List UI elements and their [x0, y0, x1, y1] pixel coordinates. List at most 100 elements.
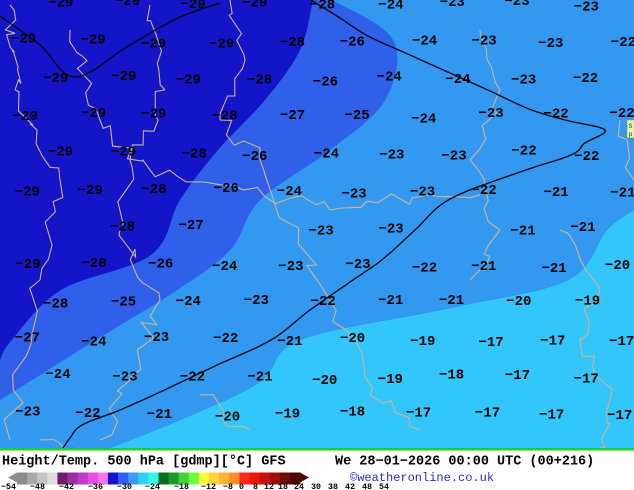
svg-text:−23: −23: [244, 293, 269, 309]
svg-text:−22: −22: [574, 149, 599, 165]
svg-text:−29: −29: [43, 71, 68, 87]
svg-text:−17: −17: [406, 405, 431, 421]
svg-text:−23: −23: [504, 0, 529, 10]
svg-text:−29: −29: [115, 0, 140, 10]
svg-text:−22: −22: [311, 294, 336, 310]
svg-text:−23: −23: [309, 223, 334, 239]
svg-text:−24: −24: [314, 146, 339, 162]
svg-text:−42: −42: [59, 483, 74, 490]
svg-text:−17: −17: [540, 334, 565, 350]
svg-text:−54: −54: [1, 483, 16, 490]
svg-text:−23: −23: [112, 369, 137, 385]
svg-text:−28: −28: [43, 296, 68, 312]
svg-text:−23: −23: [410, 184, 435, 200]
svg-text:−29: −29: [48, 145, 73, 161]
svg-text:−12: −12: [201, 483, 216, 490]
svg-text:30: 30: [311, 483, 321, 490]
svg-text:−17: −17: [479, 335, 504, 351]
svg-text:−29: −29: [78, 183, 103, 199]
svg-text:−24: −24: [145, 483, 160, 490]
svg-text:−24: −24: [412, 34, 437, 50]
svg-text:−20: −20: [340, 331, 365, 347]
svg-text:−18: −18: [340, 405, 365, 421]
svg-text:−22: −22: [213, 331, 238, 347]
svg-text:−21: −21: [471, 259, 496, 275]
svg-text:−20: −20: [605, 258, 630, 274]
svg-text:−24: −24: [176, 294, 201, 310]
svg-text:p: p: [629, 131, 633, 138]
svg-text:−26: −26: [313, 74, 338, 90]
svg-text:−22: −22: [611, 35, 634, 51]
svg-text:−19: −19: [575, 294, 600, 310]
svg-text:−23: −23: [479, 106, 504, 122]
svg-text:−17: −17: [475, 405, 500, 421]
svg-text:−26: −26: [214, 181, 239, 197]
svg-text:−23: −23: [15, 405, 40, 421]
svg-text:−48: −48: [30, 483, 45, 490]
svg-text:−29: −29: [242, 0, 267, 12]
svg-text:−20: −20: [506, 294, 531, 310]
svg-text:−29: −29: [209, 37, 234, 53]
svg-text:−21: −21: [378, 293, 403, 309]
svg-text:−28: −28: [182, 147, 207, 163]
svg-text:−18: −18: [174, 483, 189, 490]
svg-text:−21: −21: [247, 369, 272, 385]
svg-text:−21: −21: [610, 185, 634, 201]
svg-text:S: S: [629, 123, 633, 130]
svg-text:12: 12: [264, 483, 274, 490]
svg-text:−24: −24: [212, 259, 237, 275]
svg-text:We 28−01−2026 00:00 UTC (00+21: We 28−01−2026 00:00 UTC (00+216): [335, 455, 594, 470]
svg-text:−17: −17: [505, 368, 530, 384]
svg-text:−23: −23: [441, 149, 466, 165]
svg-text:−24: −24: [411, 111, 436, 127]
svg-text:−29: −29: [141, 107, 166, 123]
svg-text:−28: −28: [212, 109, 237, 125]
svg-text:−24: −24: [378, 0, 403, 14]
svg-text:−24: −24: [377, 70, 402, 86]
svg-text:−23: −23: [472, 34, 497, 50]
svg-text:−29: −29: [48, 0, 73, 11]
svg-text:−29: −29: [13, 109, 38, 125]
svg-text:−26: −26: [242, 149, 267, 165]
svg-text:−23: −23: [440, 0, 465, 11]
svg-text:−26: −26: [148, 256, 173, 272]
svg-text:−20: −20: [215, 410, 240, 426]
svg-text:38: 38: [328, 483, 338, 490]
svg-text:−29: −29: [111, 144, 136, 160]
svg-text:−29: −29: [15, 184, 40, 200]
svg-text:−28: −28: [141, 182, 166, 198]
svg-text:−22: −22: [544, 107, 569, 123]
svg-text:−18: −18: [439, 368, 464, 384]
svg-text:−23: −23: [379, 222, 404, 238]
svg-text:−23: −23: [574, 0, 599, 16]
svg-text:−23: −23: [345, 257, 370, 273]
svg-text:−20: −20: [312, 373, 337, 389]
svg-text:−23: −23: [278, 259, 303, 275]
svg-text:−22: −22: [412, 261, 437, 277]
svg-text:−22: −22: [610, 106, 634, 122]
svg-text:−24: −24: [277, 184, 302, 200]
svg-text:−28: −28: [280, 35, 305, 51]
svg-text:−25: −25: [111, 295, 136, 311]
svg-text:−24: −24: [81, 335, 106, 351]
svg-text:−28: −28: [247, 73, 272, 89]
svg-text:−29: −29: [176, 73, 201, 89]
svg-text:−17: −17: [607, 408, 632, 424]
svg-text:−24: −24: [445, 72, 470, 88]
svg-text:−28: −28: [110, 219, 135, 235]
svg-text:−21: −21: [439, 293, 464, 309]
svg-text:−21: −21: [277, 334, 302, 350]
svg-text:−26: −26: [340, 35, 365, 51]
svg-text:−24: −24: [45, 367, 70, 383]
svg-text:−22: −22: [573, 71, 598, 87]
svg-text:−29: −29: [15, 257, 40, 273]
svg-text:−21: −21: [570, 220, 595, 236]
svg-text:−28: −28: [81, 256, 106, 272]
svg-text:−22: −22: [75, 406, 100, 422]
svg-text:−22: −22: [472, 183, 497, 199]
svg-text:−23: −23: [511, 72, 536, 88]
svg-text:−28: −28: [310, 0, 335, 13]
svg-text:−30: −30: [117, 483, 132, 490]
svg-text:18: 18: [278, 483, 288, 490]
svg-text:−21: −21: [510, 224, 535, 240]
